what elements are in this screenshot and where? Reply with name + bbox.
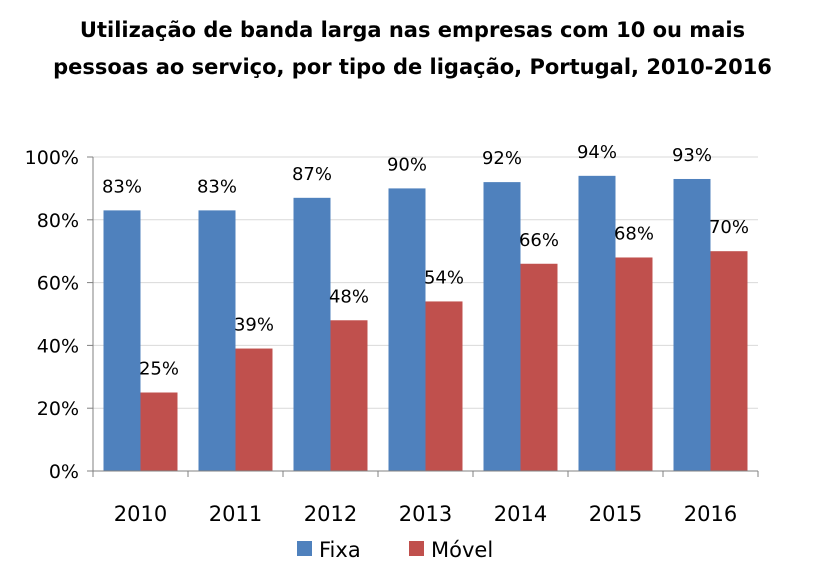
bar-fixa-2016 [673,178,711,472]
chart-title-line-2: pessoas ao serviço, por tipo de ligação,… [53,55,772,79]
bar-fixa-2010 [103,210,141,471]
data-label: 39% [234,315,274,336]
bar-mvel-2013 [425,301,463,471]
data-label: 48% [329,286,369,307]
legend: Fixa Móvel [297,538,493,562]
bar-fixa-2013 [388,188,426,471]
chart-title: Utilização de banda larga nas empresas c… [0,12,825,86]
bar-mvel-2015 [615,257,653,471]
chart-title-line-1: Utilização de banda larga nas empresas c… [79,18,746,42]
y-tick-label: 80% [37,210,79,232]
legend-label: Móvel [431,538,493,562]
data-label: 70% [709,217,749,238]
data-label: 25% [139,359,179,380]
bar-fixa-2014 [483,182,521,471]
data-label: 68% [614,223,654,244]
y-tick-label: 20% [37,398,79,420]
y-tick-label: 40% [37,335,79,357]
data-labels: 83% 25% 83% 39% 87% 48% 90% 54% 92% 66% 94% 68% 93% 7… [102,142,749,380]
y-tick-label: 0% [49,461,79,483]
x-tick-label: 2013 [399,502,452,526]
y-tick-label: 100% [25,147,79,169]
data-label: 54% [424,267,464,288]
legend-label: Fixa [319,538,361,562]
data-label: 66% [519,230,559,251]
x-tick-label: 2014 [494,502,547,526]
bar-mvel-2016 [710,251,748,471]
legend-swatch [297,541,312,556]
y-tick-label: 60% [37,273,79,295]
x-tick-label: 2012 [304,502,357,526]
data-label: 92% [482,148,522,169]
data-label: 93% [672,145,712,166]
data-label: 94% [577,142,617,163]
data-label: 83% [102,176,142,197]
data-label: 83% [197,176,237,197]
data-label: 90% [387,154,427,175]
legend-swatch [409,541,424,556]
x-tick-label: 2015 [589,502,642,526]
data-label: 87% [292,164,332,185]
bar-fixa-2011 [198,210,236,471]
bar-fixa-2015 [578,175,616,471]
bars [103,175,748,472]
x-axis: 2010 2011 2012 2013 2014 2015 2016 [92,470,759,526]
bar-mvel-2012 [330,320,368,471]
bar-fixa-2012 [293,197,331,471]
bar-mvel-2014 [520,263,558,471]
x-tick-label: 2016 [684,502,737,526]
bar-mvel-2010 [140,392,178,471]
bar-mvel-2011 [235,348,273,471]
x-tick-label: 2010 [114,502,167,526]
y-axis: 0% 20% 40% 60% 80% 100% [25,147,94,483]
x-tick-label: 2011 [209,502,262,526]
